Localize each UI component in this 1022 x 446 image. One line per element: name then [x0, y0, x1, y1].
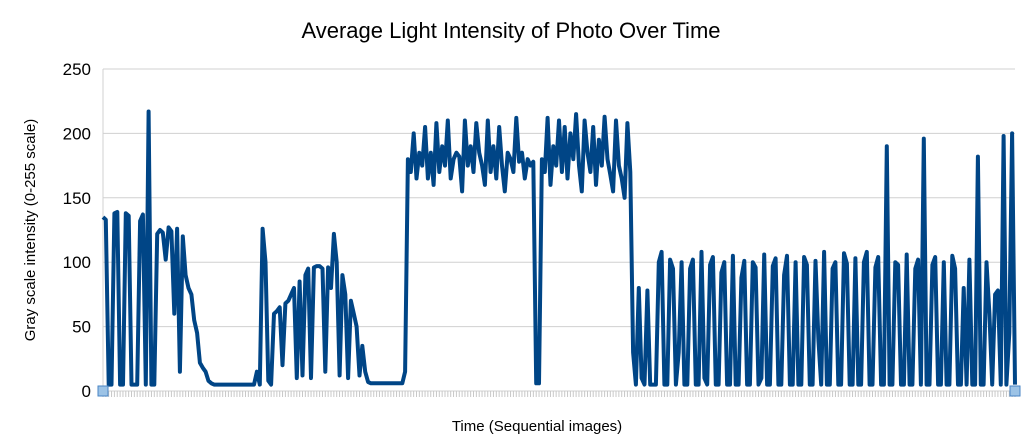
y-tick-label: 150 — [63, 189, 91, 208]
y-tick-label: 50 — [72, 318, 91, 337]
chart-title: Average Light Intensity of Photo Over Ti… — [301, 18, 720, 43]
y-tick-label: 100 — [63, 253, 91, 272]
selection-handle-end[interactable] — [1009, 385, 1021, 397]
selection-handle-start[interactable] — [97, 385, 109, 397]
y-axis-label: Gray scale intensity (0-255 scale) — [22, 119, 39, 342]
x-axis-label: Time (Sequential images) — [452, 418, 622, 435]
y-tick-label: 0 — [82, 382, 91, 401]
y-tick-label: 200 — [63, 124, 91, 143]
series-line — [101, 109, 1017, 387]
y-tick-label: 250 — [63, 60, 91, 79]
